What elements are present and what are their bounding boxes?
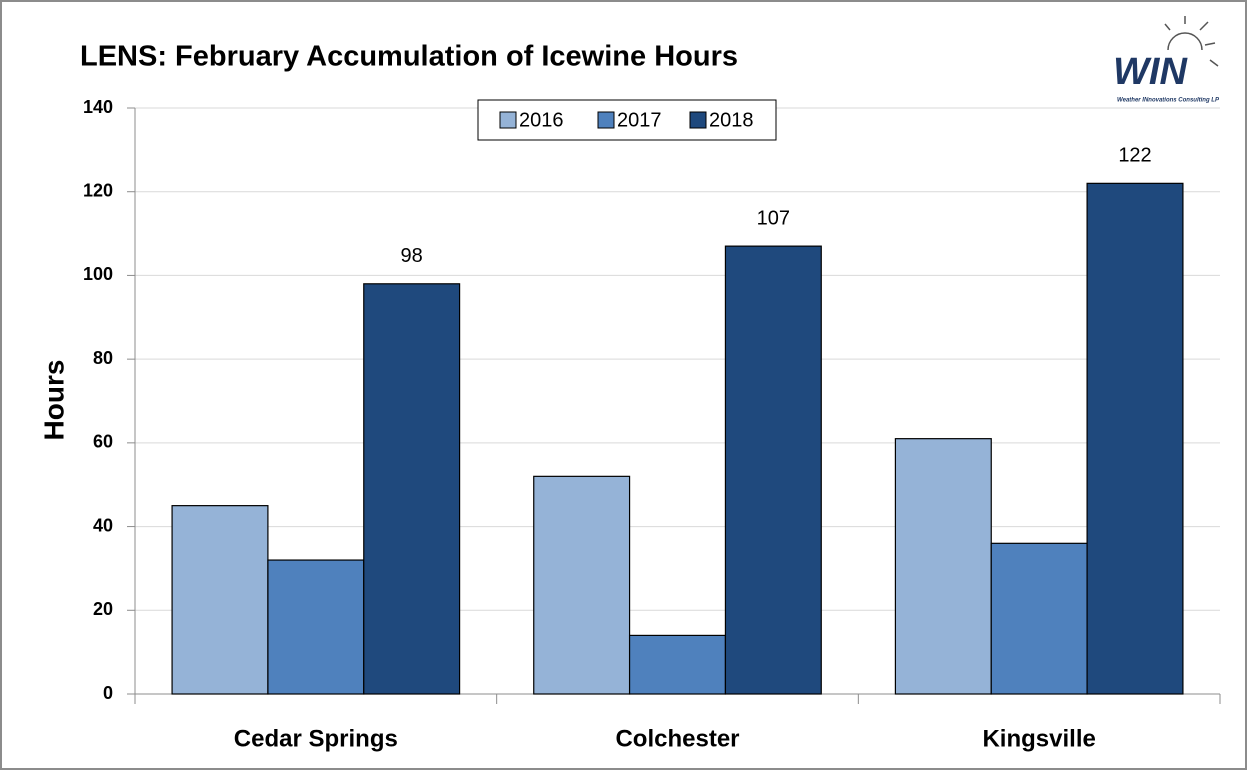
- y-tick-label: 120: [83, 180, 113, 200]
- y-tick-label: 100: [83, 264, 113, 284]
- bar: [1086, 182, 1184, 695]
- bar: [628, 634, 727, 695]
- bar: [171, 505, 269, 695]
- legend-label: 2018: [709, 109, 754, 131]
- y-tick-label: 0: [103, 683, 113, 703]
- bar: [894, 438, 992, 695]
- legend-label: 2016: [519, 109, 564, 131]
- data-label: 107: [757, 207, 790, 229]
- logo-rays: [1164, 16, 1219, 67]
- legend-swatch: [689, 111, 707, 129]
- legend-label: 2017: [617, 109, 662, 131]
- x-tick-label: Colchester: [615, 725, 739, 752]
- y-tick-label: 80: [93, 348, 113, 368]
- logo-sun: [1167, 32, 1203, 51]
- logo: WIN Weather INnovations Consulting LP: [1113, 16, 1220, 104]
- x-tick-label: Kingsville: [982, 725, 1095, 752]
- bar: [990, 542, 1088, 695]
- bar: [533, 475, 631, 695]
- y-tick-label: 20: [93, 599, 113, 619]
- y-axis-title: Hours: [38, 360, 69, 441]
- logo-tagline: Weather INnovations Consulting LP: [1117, 98, 1220, 104]
- logo-text: WIN: [1113, 51, 1188, 93]
- chart-title: LENS: February Accumulation of Icewine H…: [80, 41, 738, 73]
- bar: [267, 559, 365, 695]
- legend-swatch: [597, 111, 615, 129]
- y-tick-label: 60: [93, 432, 113, 452]
- y-tick-label: 40: [93, 515, 113, 535]
- bar: [724, 245, 822, 695]
- bar: [363, 283, 461, 695]
- y-tick-label: 140: [83, 97, 113, 117]
- legend-box: [477, 99, 777, 141]
- data-label: 122: [1118, 145, 1151, 167]
- x-tick-label: Cedar Springs: [234, 725, 398, 752]
- legend-swatch: [499, 111, 517, 129]
- data-label: 98: [401, 245, 423, 267]
